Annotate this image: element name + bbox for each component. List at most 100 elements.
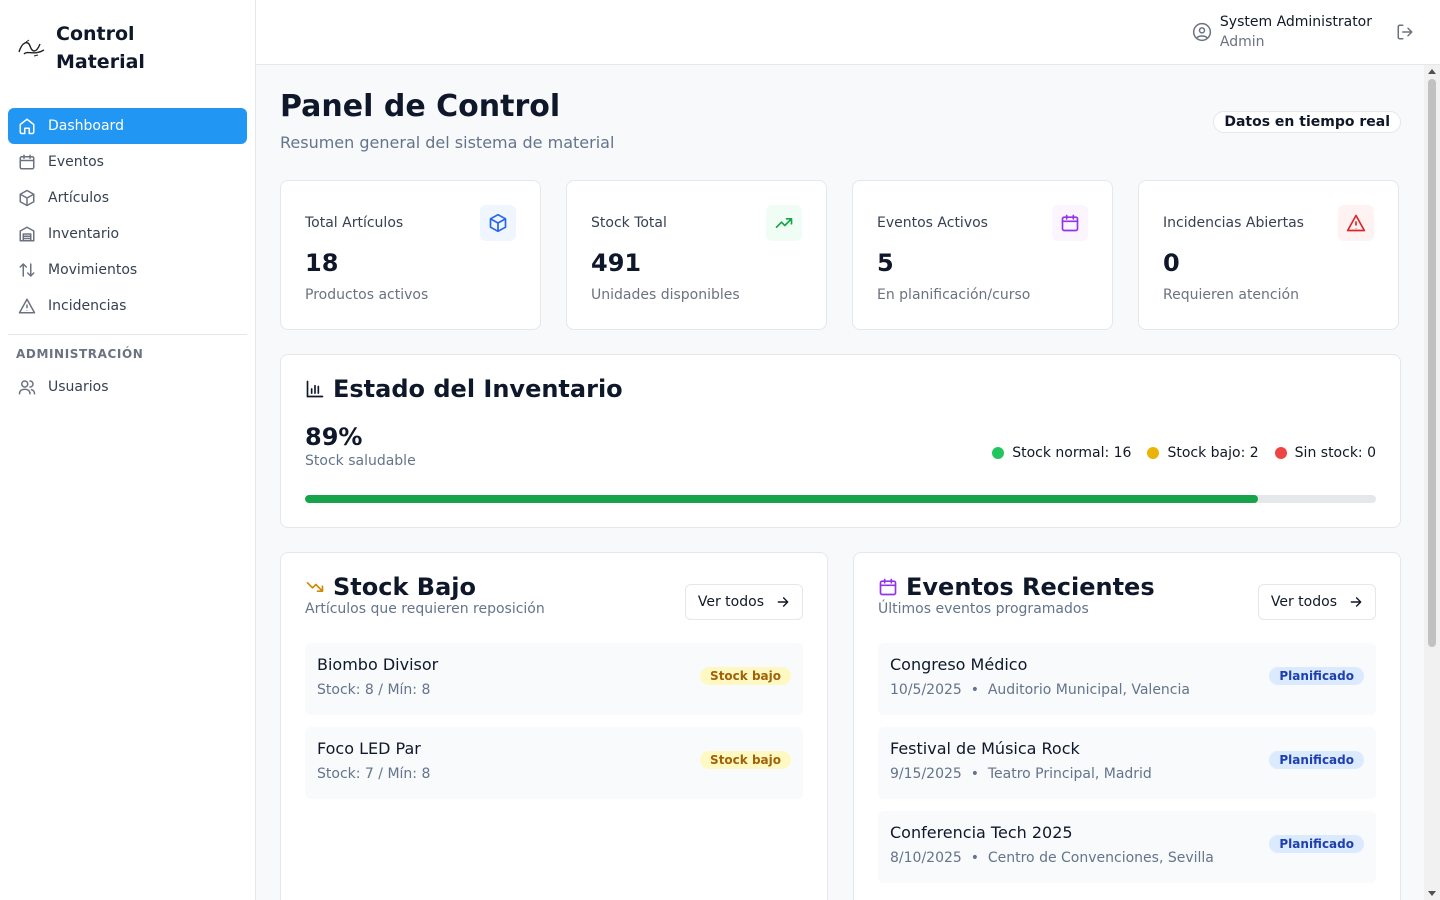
sidebar-divider xyxy=(8,334,247,335)
stat-description: Productos activos xyxy=(305,287,429,303)
sidebar-item-incidencias[interactable]: Incidencias xyxy=(8,288,247,324)
legend-sin-stock: Sin stock: 0 xyxy=(1274,445,1376,461)
inventory-legend: Stock normal: 16 Stock bajo: 2 Sin stock… xyxy=(992,445,1376,461)
inventory-percent: 89% xyxy=(305,423,363,451)
sidebar: Control Material Dashboard Eventos Artíc… xyxy=(0,0,256,900)
status-badge: Planificado xyxy=(1269,667,1364,685)
sidebar-item-label: Eventos xyxy=(48,154,104,170)
event-name: Congreso Médico xyxy=(890,655,1028,674)
recent-events-subtitle: Últimos eventos programados xyxy=(878,601,1089,617)
warehouse-icon xyxy=(18,225,36,243)
stat-value: 5 xyxy=(877,249,894,277)
low-stock-view-all-button[interactable]: Ver todos xyxy=(684,584,803,620)
item-stock: Stock: 7 / Mín: 8 xyxy=(317,766,431,782)
sidebar-item-movimientos[interactable]: Movimientos xyxy=(8,252,247,288)
top-header: System Administrator Admin xyxy=(256,0,1440,65)
list-item[interactable]: Conferencia Tech 2025 8/10/2025 • Centro… xyxy=(878,811,1376,883)
calendar-icon xyxy=(878,577,898,597)
stat-value: 0 xyxy=(1163,249,1180,277)
inventory-status-card: Estado del Inventario 89% Stock saludabl… xyxy=(280,354,1401,528)
recent-events-view-all-button[interactable]: Ver todos xyxy=(1257,584,1376,620)
stat-label: Stock Total xyxy=(591,215,667,231)
stat-value: 18 xyxy=(305,249,339,277)
sidebar-item-articulos[interactable]: Artículos xyxy=(8,180,247,216)
arrow-right-icon xyxy=(776,595,790,609)
warning-icon xyxy=(1338,205,1374,241)
recent-events-card: Eventos Recientes Últimos eventos progra… xyxy=(853,552,1401,900)
main-content: Panel de Control Resumen general del sis… xyxy=(280,65,1401,900)
trending-up-icon xyxy=(766,205,802,241)
recent-events-title-row: Eventos Recientes xyxy=(878,573,1376,601)
user-menu[interactable]: System Administrator Admin xyxy=(1192,12,1372,52)
main-scrollbar[interactable] xyxy=(1424,65,1440,900)
list-item[interactable]: Foco LED Par Stock: 7 / Mín: 8 Stock baj… xyxy=(305,727,803,799)
box-icon xyxy=(18,189,36,207)
low-stock-list: Biombo Divisor Stock: 8 / Mín: 8 Stock b… xyxy=(305,643,803,799)
inventory-percent-label: Stock saludable xyxy=(305,453,416,469)
calendar-icon xyxy=(18,153,36,171)
status-badge: Stock bajo xyxy=(700,751,791,769)
event-meta: 9/15/2025 • Teatro Principal, Madrid xyxy=(890,766,1152,782)
brand[interactable]: Control Material xyxy=(0,0,255,96)
legend-dot-yellow xyxy=(1147,447,1160,459)
sidebar-item-label: Usuarios xyxy=(48,379,109,395)
legend-label: Stock normal: 16 xyxy=(1012,445,1132,461)
recent-events-title: Eventos Recientes xyxy=(906,573,1155,601)
bar-chart-icon xyxy=(305,379,325,399)
event-place: Centro de Convenciones, Sevilla xyxy=(987,850,1214,866)
sidebar-item-label: Movimientos xyxy=(48,262,138,278)
scroll-down-arrow[interactable] xyxy=(1428,891,1436,896)
scroll-up-arrow[interactable] xyxy=(1428,69,1436,74)
sidebar-item-dashboard[interactable]: Dashboard xyxy=(8,108,247,144)
item-name: Foco LED Par xyxy=(317,739,421,758)
stat-label: Incidencias Abiertas xyxy=(1163,215,1304,231)
status-badge: Planificado xyxy=(1269,751,1364,769)
item-stock: Stock: 8 / Mín: 8 xyxy=(317,682,431,698)
stat-description: Unidades disponibles xyxy=(591,287,740,303)
legend-stock-normal: Stock normal: 16 xyxy=(992,445,1131,461)
event-meta: 10/5/2025 • Auditorio Municipal, Valenci… xyxy=(890,682,1190,698)
user-role: Admin xyxy=(1219,34,1265,50)
event-meta: 8/10/2025 • Centro de Convenciones, Sevi… xyxy=(890,850,1214,866)
arrows-up-down-icon xyxy=(18,261,36,279)
sidebar-item-inventario[interactable]: Inventario xyxy=(8,216,247,252)
event-date: 9/15/2025 xyxy=(890,766,962,782)
stat-value: 491 xyxy=(591,249,642,277)
stat-label: Eventos Activos xyxy=(877,215,988,231)
box-icon xyxy=(480,205,516,241)
calendar-icon xyxy=(1052,205,1088,241)
stat-card-eventos-activos: Eventos Activos 5 En planificación/curso xyxy=(852,180,1113,330)
page-subtitle: Resumen general del sistema de material xyxy=(280,133,615,152)
warning-icon xyxy=(18,297,36,315)
stat-card-total-articulos: Total Artículos 18 Productos activos xyxy=(280,180,541,330)
sidebar-item-eventos[interactable]: Eventos xyxy=(8,144,247,180)
stat-description: Requieren atención xyxy=(1163,287,1299,303)
button-label: Ver todos xyxy=(697,594,764,610)
sidebar-item-usuarios[interactable]: Usuarios xyxy=(8,369,247,405)
list-item[interactable]: Congreso Médico 10/5/2025 • Auditorio Mu… xyxy=(878,643,1376,715)
home-icon xyxy=(18,117,36,135)
inventory-progress-track xyxy=(305,495,1376,503)
user-name: System Administrator xyxy=(1219,14,1372,30)
logout-icon[interactable] xyxy=(1396,23,1414,41)
low-stock-title-row: Stock Bajo xyxy=(305,573,803,601)
status-badge: Stock bajo xyxy=(700,667,791,685)
event-date: 10/5/2025 xyxy=(890,682,962,698)
sidebar-nav: Dashboard Eventos Artículos Inventario M… xyxy=(0,96,255,405)
stat-card-incidencias-abiertas: Incidencias Abiertas 0 Requieren atenció… xyxy=(1138,180,1399,330)
sidebar-item-label: Inventario xyxy=(48,226,120,242)
item-name: Biombo Divisor xyxy=(317,655,439,674)
live-data-badge: Datos en tiempo real xyxy=(1213,111,1401,133)
recent-events-list: Congreso Médico 10/5/2025 • Auditorio Mu… xyxy=(878,643,1376,883)
low-stock-subtitle: Artículos que requieren reposición xyxy=(305,601,545,617)
event-place: Auditorio Municipal, Valencia xyxy=(987,682,1190,698)
page-title: Panel de Control xyxy=(280,89,561,124)
inventory-progress-fill xyxy=(305,495,1259,503)
list-item[interactable]: Biombo Divisor Stock: 8 / Mín: 8 Stock b… xyxy=(305,643,803,715)
scroll-thumb[interactable] xyxy=(1428,79,1436,647)
inventory-title: Estado del Inventario xyxy=(333,375,623,403)
low-stock-card: Stock Bajo Artículos que requieren repos… xyxy=(280,552,828,900)
arrow-right-icon xyxy=(1349,595,1363,609)
list-item[interactable]: Festival de Música Rock 9/15/2025 • Teat… xyxy=(878,727,1376,799)
user-circle-icon xyxy=(1192,22,1212,42)
